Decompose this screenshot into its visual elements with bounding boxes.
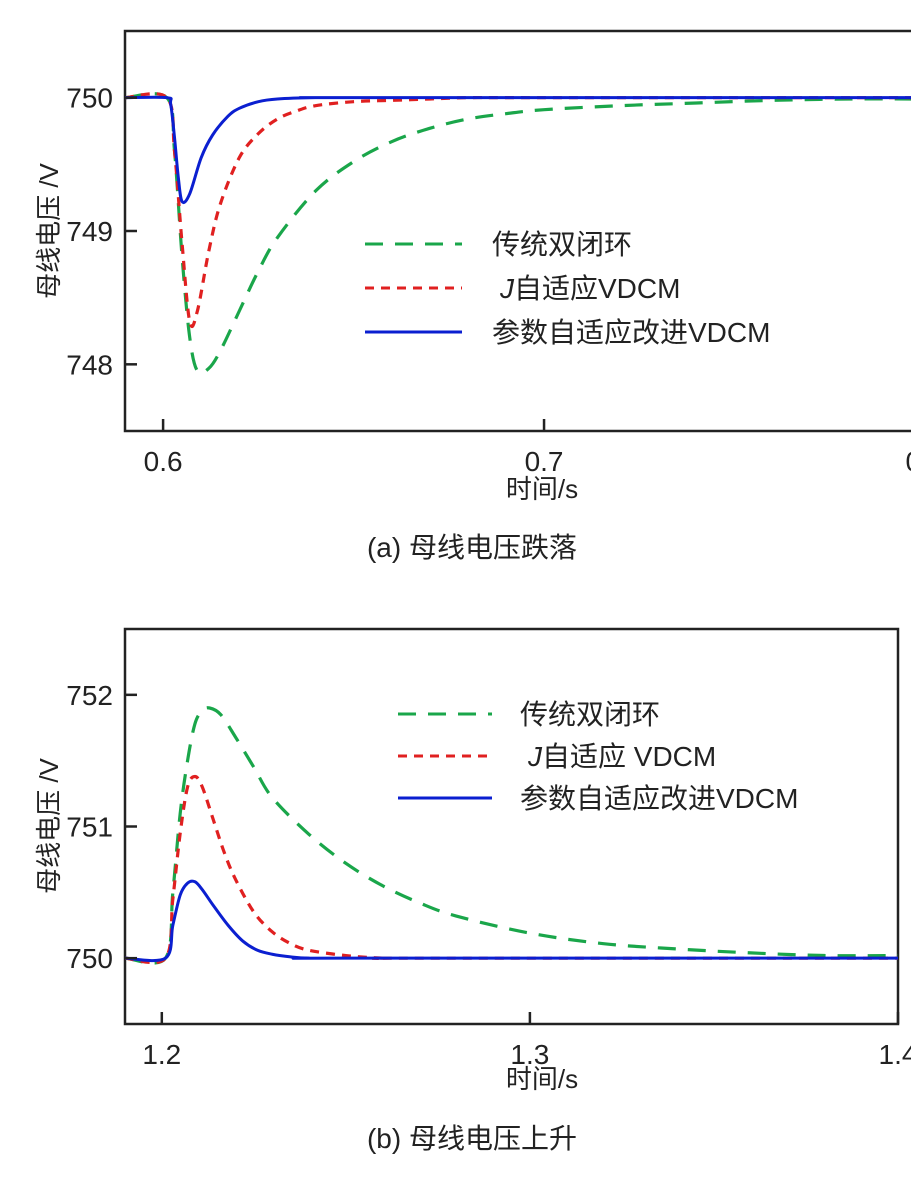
chart-b-legend-label-3: 参数自适应改进VDCM [520, 783, 798, 814]
chart-b-xtick-label: 1.4 [879, 1039, 911, 1070]
chart-a-legend: 传统双闭环 J自适应VDCM 参数自适应改进VDCM [365, 229, 770, 348]
chart-a-ytick-label: 749 [66, 216, 113, 247]
chart-a-xlabel: 时间/s [506, 474, 578, 504]
chart-b-legend: 传统双闭环 J自适应 VDCM 参数自适应改进VDCM [398, 699, 798, 814]
chart-b-caption: (b) 母线电压上升 [367, 1123, 577, 1154]
chart-a-ytick-label: 748 [66, 349, 113, 380]
chart-a-xtick-label: 0.8 [906, 446, 911, 477]
chart-a-series-line-3 [125, 95, 911, 205]
chart-b-series-line-3 [125, 879, 898, 963]
chart-b-series-group [125, 706, 898, 965]
chart-a-series-group [125, 92, 911, 375]
chart-a-caption: (a) 母线电压跌落 [367, 532, 577, 563]
chart-a-legend-label-1: 传统双闭环 [492, 229, 632, 260]
chart-b-ticks: 1.2 1.3 1.4 750 751 752 [66, 680, 911, 1070]
chart-a-ylabel: 母线电压 /V [34, 162, 64, 298]
chart-a-series-line-2 [125, 92, 911, 328]
chart-b-legend-label-2: J自适应 VDCM [527, 741, 716, 772]
chart-a-xtick-label: 0.7 [525, 446, 564, 477]
chart-b-ytick-label: 750 [66, 943, 113, 974]
chart-b-plot-frame [123, 627, 900, 1026]
chart-b-xtick-label: 1.3 [510, 1039, 549, 1070]
chart-b-ylabel: 母线电压 /V [34, 757, 64, 893]
chart-b-series-line-1 [125, 706, 898, 965]
chart-a-legend-label-2: J自适应VDCM [499, 273, 680, 304]
chart-panel-a: 0.6 0.7 0.8 748 749 750 母线电压 /V 时间/s 传统双闭环 J自适… [34, 29, 911, 563]
chart-b-xtick-label: 1.2 [142, 1039, 181, 1070]
chart-a-ytick-label: 750 [66, 83, 113, 114]
chart-a-ticks: 0.6 0.7 0.8 748 749 750 [66, 83, 911, 477]
chart-panel-b: 1.2 1.3 1.4 750 751 752 母线电压 /V 时间/s 传统双闭环 J自适… [34, 627, 911, 1154]
chart-a-legend-label-3: 参数自适应改进VDCM [492, 317, 770, 348]
chart-b-ytick-label: 752 [66, 680, 113, 711]
chart-a-xtick-label: 0.6 [144, 446, 183, 477]
chart-b-xlabel: 时间/s [506, 1064, 578, 1094]
chart-b-ytick-label: 751 [66, 812, 113, 843]
chart-b-legend-label-1: 传统双闭环 [520, 699, 660, 730]
